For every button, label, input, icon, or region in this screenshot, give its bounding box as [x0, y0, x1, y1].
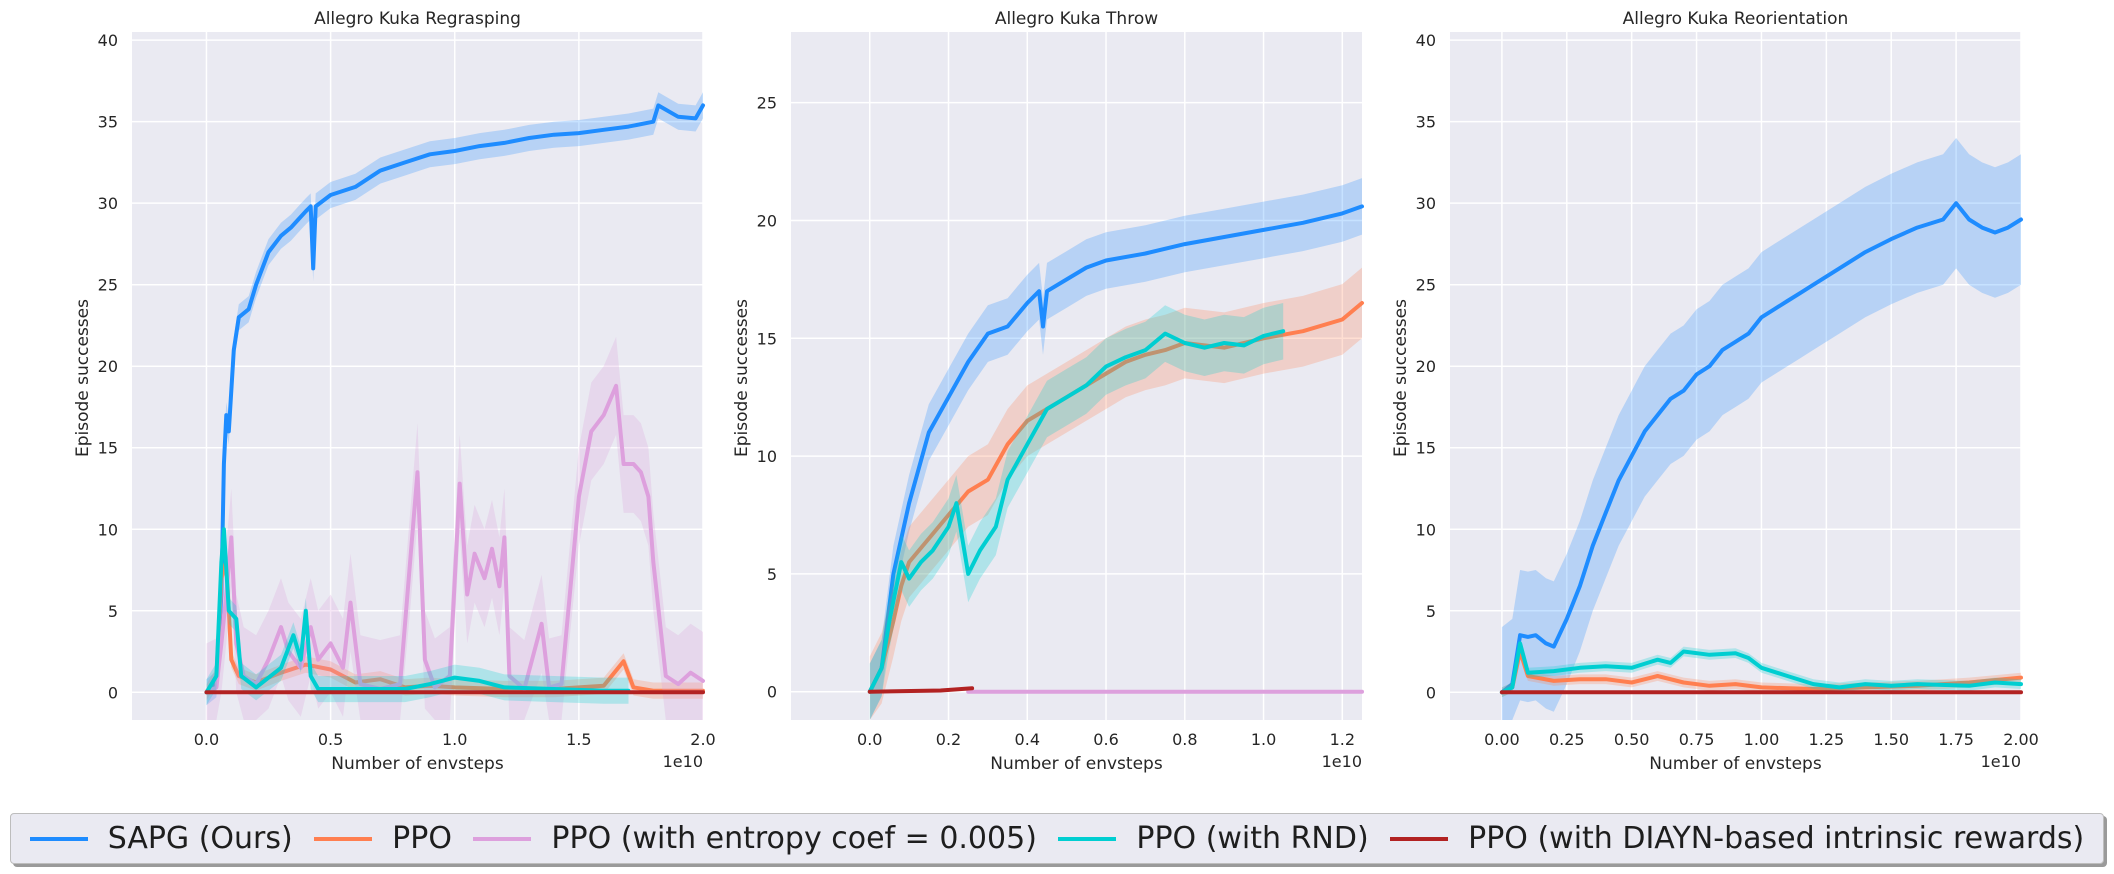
y-tick-label: 15 — [757, 329, 777, 348]
x-tick-label: 0.2 — [936, 730, 961, 749]
x-tick-label: 0.50 — [1614, 730, 1650, 749]
x-tick-label: 0.6 — [1093, 730, 1118, 749]
legend-label: PPO (with RND) — [1136, 821, 1369, 856]
confidence-band — [206, 516, 629, 706]
x-axis-label: Number of envsteps — [331, 754, 504, 774]
x-offset-label: 1e10 — [1322, 752, 1362, 771]
confidence-band — [869, 178, 1362, 721]
x-tick-label: 2.0 — [690, 730, 715, 749]
y-tick-label: 35 — [98, 113, 118, 132]
y-tick-label: 10 — [757, 447, 777, 466]
confidence-band — [206, 336, 703, 720]
x-axis-label: Number of envsteps — [990, 754, 1163, 774]
subplot-2: 0.0 0.2 0.4 0.6 0.8 1.0 1.2 0 5 10 15 20 25 Allegro K… — [732, 9, 1364, 774]
chart-title: Allegro Kuka Regrasping — [314, 9, 521, 29]
x-tick-label: 2.00 — [2003, 730, 2039, 749]
y-tick-label: 35 — [1416, 113, 1436, 132]
legend-label: PPO (with DIAYN-based intrinsic rewards) — [1468, 821, 2085, 856]
x-tick-label: 1.75 — [1938, 730, 1974, 749]
legend-item: PPO (with entropy coef = 0.005) — [473, 821, 1037, 856]
series-line — [204, 103, 705, 695]
y-tick-label: 5 — [108, 602, 118, 621]
series-line — [204, 383, 705, 695]
y-tick-label: 20 — [757, 211, 777, 230]
y-tick-label: 40 — [1416, 31, 1436, 50]
chart-title: Allegro Kuka Throw — [995, 9, 1158, 29]
y-tick-label: 5 — [767, 565, 777, 584]
x-tick-label: 0.00 — [1484, 730, 1520, 749]
y-tick-label: 25 — [757, 94, 777, 113]
y-tick-label: 0 — [108, 683, 118, 702]
x-tick-label: 1.0 — [1251, 730, 1276, 749]
y-tick-label: 0 — [767, 683, 777, 702]
legend-item: PPO (with RND) — [1058, 821, 1369, 856]
y-tick-label: 10 — [98, 520, 118, 539]
chart-title: Allegro Kuka Reorientation — [1623, 9, 1849, 29]
y-tick-label: 25 — [1416, 276, 1436, 295]
x-offset-label: 1e10 — [1981, 752, 2021, 771]
legend-swatch — [1058, 836, 1117, 841]
confidence-band — [206, 553, 703, 701]
x-tick-label: 1.50 — [1873, 730, 1909, 749]
y-tick-label: 15 — [1416, 439, 1436, 458]
y-tick-label: 5 — [1426, 602, 1436, 621]
y-tick-label: 0 — [1426, 683, 1436, 702]
y-tick-label: 25 — [98, 276, 118, 295]
y-tick-label: 10 — [1416, 520, 1436, 539]
x-axis-label: Number of envsteps — [1649, 754, 1822, 774]
x-tick-label: 0.75 — [1679, 730, 1715, 749]
y-axis-label: Episode successes — [73, 299, 93, 457]
x-tick-label: 0.8 — [1172, 730, 1197, 749]
series-line — [1499, 201, 2023, 695]
plot-background — [791, 32, 1362, 720]
x-tick-label: 1.5 — [566, 730, 591, 749]
x-tick-label: 1.0 — [442, 730, 467, 749]
series-line — [867, 686, 975, 694]
series-line — [204, 527, 631, 695]
y-tick-label: 30 — [98, 194, 118, 213]
legend-swatch — [473, 836, 532, 841]
x-tick-label: 0.4 — [1015, 730, 1040, 749]
series-line — [867, 204, 1364, 694]
x-tick-label: 0.0 — [194, 730, 219, 749]
x-tick-label: 0.0 — [857, 730, 882, 749]
y-tick-label: 40 — [98, 31, 118, 50]
legend-box: SAPG (Ours) PPO PPO (with entropy coef = 0… — [10, 813, 2104, 864]
subplot-1: 0.0 0.5 1.0 1.5 2.0 0 5 10 15 20 25 30 35 40 Allegro K… — [73, 9, 716, 774]
legend-item: PPO (with DIAYN-based intrinsic rewards) — [1390, 821, 2084, 856]
x-tick-label: 0.25 — [1549, 730, 1585, 749]
legend-swatch — [29, 836, 88, 841]
legend-item: SAPG (Ours) — [29, 821, 293, 856]
x-offset-label: 1e10 — [663, 752, 703, 771]
x-tick-label: 0.5 — [318, 730, 343, 749]
plot-background — [1450, 32, 2021, 720]
legend-swatch — [314, 836, 373, 841]
y-tick-label: 30 — [1416, 194, 1436, 213]
x-tick-label: 1.25 — [1809, 730, 1845, 749]
y-axis-label: Episode successes — [1391, 299, 1411, 457]
x-tick-label: 1.2 — [1330, 730, 1355, 749]
series-line — [867, 329, 1286, 694]
legend-swatch — [1390, 836, 1449, 841]
subplot-3: 0.00 0.25 0.50 0.75 1.00 1.25 1.50 1.75 2.00 0 5 10… — [1391, 9, 2039, 774]
series-line — [1499, 641, 2023, 695]
x-tick-label: 1.00 — [1744, 730, 1780, 749]
y-axis-label: Episode successes — [732, 299, 752, 457]
y-tick-label: 15 — [98, 439, 118, 458]
legend-item: PPO — [314, 821, 452, 856]
legend-label: SAPG (Ours) — [107, 821, 293, 856]
y-tick-label: 20 — [98, 357, 118, 376]
legend-label: PPO — [392, 821, 452, 856]
confidence-band — [1501, 138, 2021, 720]
legend-label: PPO (with entropy coef = 0.005) — [551, 821, 1037, 856]
y-tick-label: 20 — [1416, 357, 1436, 376]
